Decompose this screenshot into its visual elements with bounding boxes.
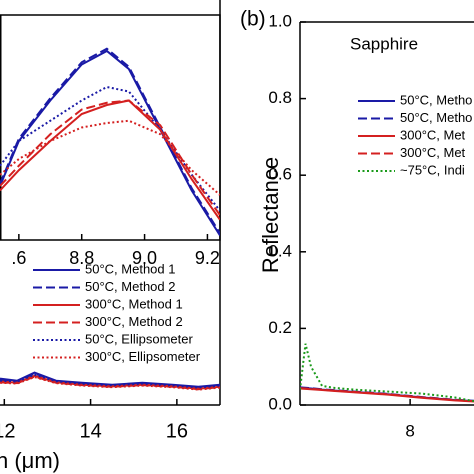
- series-line: [0, 119, 220, 196]
- series-group: [300, 343, 474, 403]
- x-tick-label: 16: [166, 420, 188, 442]
- y-axis-label: Reflectance: [258, 157, 283, 273]
- series-group: [0, 47, 220, 237]
- y-tick-label: 1.0: [268, 11, 292, 30]
- chart: .6 8.8 9.0 9.2: [0, 14, 221, 268]
- legend-label: 50°C, Metho: [400, 110, 472, 125]
- series-line: [0, 372, 220, 389]
- y-tick-label: 0.2: [268, 318, 292, 337]
- y-tick-label: 0.0: [268, 394, 292, 413]
- legend-label: ~75°C, Indi: [400, 162, 465, 177]
- legend-label: 50°C, Method 1: [85, 261, 175, 276]
- legend-label: 300°C, Ellipsometer: [85, 349, 201, 364]
- x-tick-label: 8.8: [69, 248, 94, 268]
- panel-label: (b): [240, 8, 266, 31]
- x-tick-label: 9.0: [132, 248, 157, 268]
- series-group: [0, 371, 220, 391]
- series-line: [0, 49, 220, 237]
- y-tick-label: 0.4: [268, 241, 292, 260]
- legend-label: 300°C, Method 2: [85, 314, 183, 329]
- series-line: [300, 387, 474, 403]
- series-line: [0, 376, 220, 391]
- x-tick-label: .6: [11, 248, 26, 268]
- x-tick-label: 8: [405, 421, 414, 440]
- inset-frame: [0, 14, 221, 241]
- annotation: Sapphire: [350, 34, 418, 53]
- legend-label: 50°C, Ellipsometer: [85, 331, 193, 346]
- series-line: [0, 99, 220, 221]
- y-tick-label: 0.6: [268, 165, 292, 184]
- legend-label: 300°C, Method 1: [85, 296, 183, 311]
- x-tick-label: 12: [0, 420, 15, 442]
- series-line: [300, 343, 474, 403]
- series-line: [0, 373, 220, 389]
- x-tick-label: 14: [79, 420, 101, 442]
- legend-label: 300°C, Met: [400, 127, 466, 142]
- y-tick-label: 0.8: [268, 88, 292, 107]
- legend-label: 50°C, Metho: [400, 92, 472, 107]
- legend-label: 300°C, Met: [400, 145, 466, 160]
- series-line: [0, 47, 220, 234]
- chart: 12 14 16 50°C, Method 1 50°C, Method 2 300°C,…: [0, 0, 221, 473]
- legend-label: 50°C, Method 2: [85, 279, 175, 294]
- x-axis-label: h (μm): [0, 448, 60, 473]
- chart: 8 0.0 0.2 0.4 0.6 0.8 1.0 50°C, Metho 50°C, Meth…: [240, 8, 474, 440]
- x-tick-label: 9.2: [195, 248, 220, 268]
